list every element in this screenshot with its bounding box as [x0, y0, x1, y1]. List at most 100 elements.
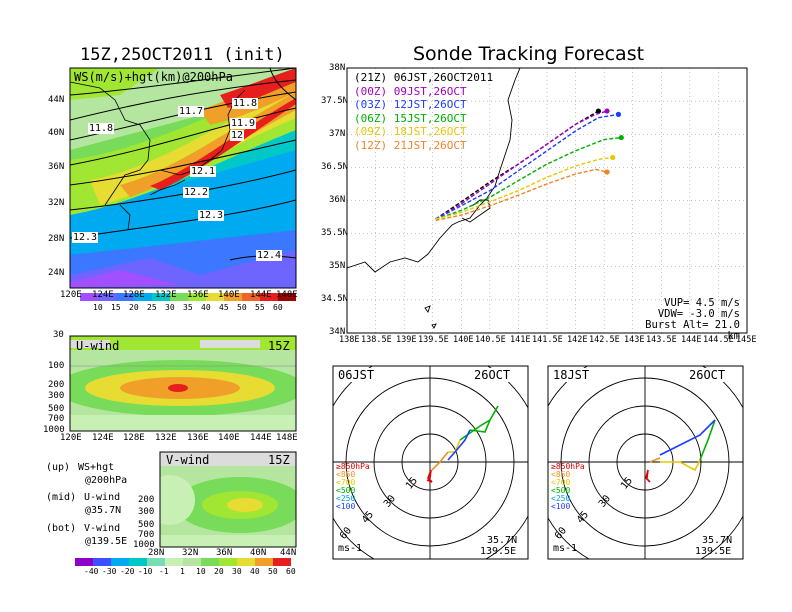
tick-label: 44N [48, 95, 65, 105]
tick-label: 32N [48, 198, 65, 208]
u-wind-label: U-wind [76, 339, 120, 353]
colorbar-label: 40 [250, 567, 260, 576]
tick-label: 34N [329, 327, 346, 337]
colorbar-label: -30 [102, 567, 117, 576]
colorbar-label: 10 [196, 567, 206, 576]
colorbar-label: -20 [120, 567, 135, 576]
colorbar-label: 20 [129, 303, 139, 312]
tick-label: 128E [123, 433, 145, 443]
hodo-trace [448, 439, 461, 453]
legend-entry: (00Z) 09JST,26OCT [354, 84, 467, 98]
tick-label: 139.5E [418, 335, 449, 345]
tick-label: 141.5E [532, 335, 563, 345]
hodo2-date: 26OCT [689, 368, 726, 382]
hodo-legend-entry: <500 [336, 486, 356, 495]
tick-label: 148E [276, 290, 298, 300]
tick-label: 138E [339, 335, 360, 345]
colorbar-label: 30 [165, 303, 175, 312]
hodo1-unit: ms-1 [338, 543, 363, 554]
track-landing-point [610, 154, 616, 161]
contour-label: 12.2 [183, 187, 210, 198]
contour-label: 12.4 [256, 250, 283, 261]
hodo-legend-entry: <850 [551, 470, 571, 479]
tick-label: 140E [218, 433, 240, 443]
hodo-trace [447, 429, 471, 461]
ring-label: 45 [574, 509, 592, 526]
hodo-legend-entry: <500 [551, 486, 571, 495]
tick-label: 145E [736, 335, 757, 345]
u-wind-time: 15Z [268, 339, 290, 353]
note-line: U-wind [84, 492, 121, 503]
map-label: WS(m/s)+hgt(km)@200hPa [74, 70, 233, 84]
hodo-legend-entry: ≥850hPa [336, 462, 370, 471]
hodo1-lon: 139.5E [480, 546, 517, 557]
colorbar-label: 60 [286, 567, 296, 576]
colorbar-label: 45 [219, 303, 229, 312]
tick-label: 143E [624, 335, 645, 345]
hodo1-legend: ≥850hPa <850 <700 <500 <250 <100 [336, 463, 370, 511]
v-wind-label: V-wind [166, 453, 210, 467]
tick-label: 148E [276, 433, 298, 443]
tick-label: 200 [48, 380, 65, 390]
tick-label: 36.5N [321, 162, 349, 172]
colorbar-label: 15 [111, 303, 121, 312]
uv-colorbar [75, 558, 291, 566]
tick-label: 500 [48, 404, 65, 414]
tick-label: 300 [48, 391, 65, 401]
legend-entry: (06Z) 15JST,26OCT [354, 111, 467, 125]
tick-label: 128E [123, 290, 145, 300]
tick-label: 40N [250, 548, 267, 558]
ring-label: 30 [381, 493, 399, 510]
hodo2-lon: 139.5E [695, 546, 732, 557]
tick-label: 38N [329, 63, 346, 73]
hodo-legend-entry: <100 [551, 502, 571, 511]
tick-label: 1000 [133, 540, 155, 550]
tick-label: 136E [187, 433, 209, 443]
tick-label: 144E [681, 335, 702, 345]
ring-label: 60 [552, 525, 570, 542]
hodo2-unit: ms-1 [553, 543, 578, 554]
tick-label: 140.5E [475, 335, 506, 345]
tick-label: 28N [48, 234, 65, 244]
tick-label: 36N [48, 162, 65, 172]
tick-label: 144E [250, 290, 272, 300]
tick-label: 140E [218, 290, 240, 300]
tick-label: 35N [329, 261, 346, 271]
right-title: Sonde Tracking Forecast [413, 43, 645, 65]
hodo-legend-entry: <250 [336, 494, 356, 503]
hodo-legend-entry: <850 [336, 470, 356, 479]
colorbar-label: 55 [255, 303, 265, 312]
left-title: 15Z,25OCT2011 (init) [80, 45, 285, 65]
hodo1-time: 06JST [338, 368, 375, 382]
tick-label: 500 [138, 520, 155, 530]
hodo-legend-entry: <700 [551, 478, 571, 487]
legend-entry: (03Z) 12JST,26OCT [354, 98, 467, 111]
hodo2-legend: ≥850hPa <850 <700 <500 <250 <100 [551, 463, 585, 511]
note-line: WS+hgt [78, 462, 115, 473]
colorbar-label: 1 [180, 567, 185, 576]
hodo-trace [649, 457, 661, 463]
param-vdw: VDW= -3.0 m/s [657, 308, 740, 320]
tick-label: 36N [216, 548, 233, 558]
tick-label: 124E [92, 433, 114, 443]
tick-label: 44N [280, 548, 297, 558]
tick-label: 142E [567, 335, 588, 345]
hodo-legend-entry: <100 [336, 502, 356, 511]
hodo-trace [699, 419, 716, 461]
tick-label: 138.5E [361, 335, 392, 345]
tick-label: 32N [182, 548, 199, 558]
note-tag: (mid) [46, 492, 77, 503]
colorbar-label: 35 [183, 303, 193, 312]
contour-label: 11.8 [232, 98, 259, 109]
colorbar-label: 50 [268, 567, 278, 576]
hodo-trace [660, 459, 701, 472]
note-tag: (bot) [46, 523, 77, 534]
tick-label: 144E [250, 433, 272, 443]
tick-label: 700 [48, 414, 65, 424]
legend-entry: (09Z) 18JST,26OCT [354, 125, 467, 138]
ring-label: 45 [359, 509, 377, 526]
tick-label: 300 [138, 507, 155, 517]
tick-label: 37.5N [321, 96, 349, 106]
tick-label: 37N [329, 129, 346, 139]
tick-label: 144.5E [703, 335, 734, 345]
